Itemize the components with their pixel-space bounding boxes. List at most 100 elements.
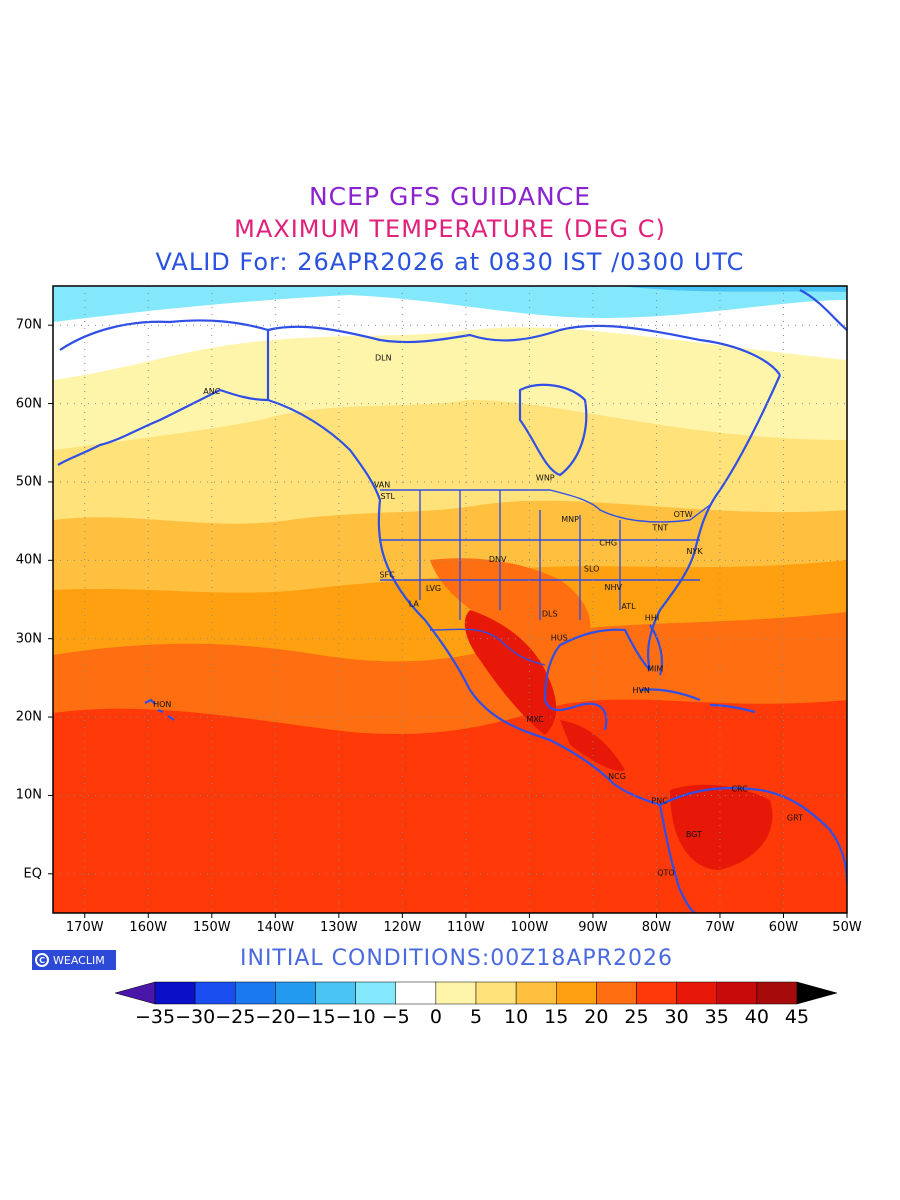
colorbar-tick-label: 30: [664, 1006, 689, 1028]
colorbar-box: [355, 981, 396, 1005]
city-label-otw: OTW: [674, 510, 693, 519]
colorbar-tick-label: 35: [704, 1006, 729, 1028]
colorbar-tick-label: −20: [255, 1006, 296, 1028]
city-label-nhv: NHV: [605, 583, 623, 592]
hot-mexico: [464, 610, 557, 735]
colorbar-box: [756, 981, 798, 1005]
city-label-mnp: MNP: [561, 515, 579, 524]
coast-east-america: [543, 374, 782, 731]
colorbar-tick-label: −10: [335, 1006, 376, 1028]
latitude-label: 30N: [15, 631, 42, 647]
colorbar-box: [556, 981, 597, 1005]
latitude-label: 40N: [15, 552, 42, 568]
colorbar-box: [475, 981, 517, 1005]
city-label-tnt: TNT: [651, 524, 668, 533]
longitude-label: 50W: [832, 920, 862, 935]
colorbar: [114, 981, 838, 1005]
band-minus10: [620, 286, 847, 292]
map-frame: [52, 285, 848, 914]
coast-hudson-bay: [518, 383, 588, 477]
city-label-hhi: HHI: [645, 614, 659, 623]
city-label-slo: SLO: [584, 564, 600, 573]
longitude-label: 80W: [641, 920, 672, 935]
colorbar-box: [395, 981, 437, 1005]
city-label-qto: QTO: [657, 868, 674, 877]
coast-greenland: [799, 289, 847, 331]
colorbar-tick-label: −15: [295, 1006, 336, 1028]
colorbar-box: [275, 981, 316, 1005]
latitude-label: 70N: [15, 317, 42, 333]
coast-cuba: [639, 688, 701, 702]
colorbar-tick-label: 10: [504, 1006, 529, 1028]
colorbar-tick-label: 45: [784, 1006, 810, 1028]
city-label-stl: STL: [381, 492, 396, 501]
title-line-3: VALID For: 26APR2026 at 0830 IST /0300 U…: [155, 248, 745, 276]
colorbar-box: [515, 981, 557, 1005]
colorbar-low-triangle: [114, 981, 156, 1005]
latitude-label: 10N: [15, 787, 42, 803]
longitude-label: 120W: [383, 920, 422, 935]
longitude-label: 140W: [256, 920, 295, 935]
colorbar-tick-label: 0: [429, 1006, 442, 1028]
city-label-la: LA: [409, 600, 420, 609]
city-label-chg: CHG: [599, 538, 617, 547]
coast-arctic: [267, 324, 781, 376]
colorbar-box: [235, 981, 276, 1005]
longitude-label: 90W: [578, 920, 608, 935]
colorbar-tick-label: 15: [544, 1006, 569, 1028]
logo-circle-icon: C: [35, 953, 49, 967]
initial-conditions: INITIAL CONDITIONS:00Z18APR2026: [240, 946, 673, 971]
city-label-dln: DLN: [375, 353, 392, 362]
colorbar-box: [596, 981, 637, 1005]
colorbar-box: [676, 981, 717, 1005]
coast-west-america: [267, 398, 661, 807]
coast-south-america: [658, 787, 847, 913]
city-label-hon: HON: [153, 700, 171, 709]
colorbar-tick-label: 20: [584, 1006, 609, 1028]
coastlines: [57, 289, 847, 913]
city-label-van: VAN: [374, 480, 390, 489]
colorbar-tick-label: 40: [744, 1006, 769, 1028]
city-label-pnc: PNC: [651, 796, 668, 805]
coast-hawaii: [144, 698, 175, 721]
longitude-label: 130W: [319, 920, 358, 935]
latitude-label: 20N: [15, 709, 42, 725]
state-lines: [380, 490, 700, 620]
city-label-mxc: MXC: [526, 715, 544, 724]
colorbar-tick-label: 5: [469, 1006, 483, 1028]
border-us-mexico: [429, 628, 546, 666]
colorbar-box: [194, 981, 236, 1005]
colorbar-tick-label: 25: [624, 1006, 649, 1028]
city-label-crc: CRC: [731, 785, 748, 794]
longitude-label: 170W: [65, 920, 104, 935]
axis-ticks: [48, 324, 848, 918]
city-label-nyk: NYK: [686, 547, 703, 556]
warm-us-south: [430, 558, 591, 654]
city-label-lvg: LVG: [426, 584, 441, 593]
latitude-label: EQ: [23, 866, 42, 882]
city-label-mim: MIM: [647, 665, 663, 674]
hot-central-america: [560, 720, 625, 771]
coast-alaska: [57, 319, 270, 466]
colorbar-tick-label: −5: [381, 1006, 410, 1028]
longitude-label: 150W: [192, 920, 231, 935]
colorbar-box: [435, 981, 477, 1005]
city-label-hus: HUS: [551, 633, 568, 642]
hot-south-america: [670, 784, 773, 870]
colorbar-tick-label: −25: [215, 1006, 256, 1028]
longitude-label: 160W: [129, 920, 168, 935]
city-label-atl: ATL: [621, 602, 636, 611]
weaclim-logo: C WEACLIM: [32, 950, 116, 970]
coast-florida: [649, 624, 664, 676]
boundaries: [267, 330, 711, 666]
border-us-canada: [380, 489, 711, 523]
latitude-label: 60N: [15, 396, 42, 412]
city-label-dnv: DNV: [489, 555, 507, 564]
title-line-2: MAXIMUM TEMPERATURE (DEG C): [234, 215, 666, 243]
longitude-label: 60W: [768, 920, 799, 935]
colorbar-box: [716, 981, 758, 1005]
city-label-anc: ANC: [203, 387, 220, 396]
colorbar-box: [154, 981, 196, 1005]
city-label-hvn: HVN: [632, 686, 649, 695]
